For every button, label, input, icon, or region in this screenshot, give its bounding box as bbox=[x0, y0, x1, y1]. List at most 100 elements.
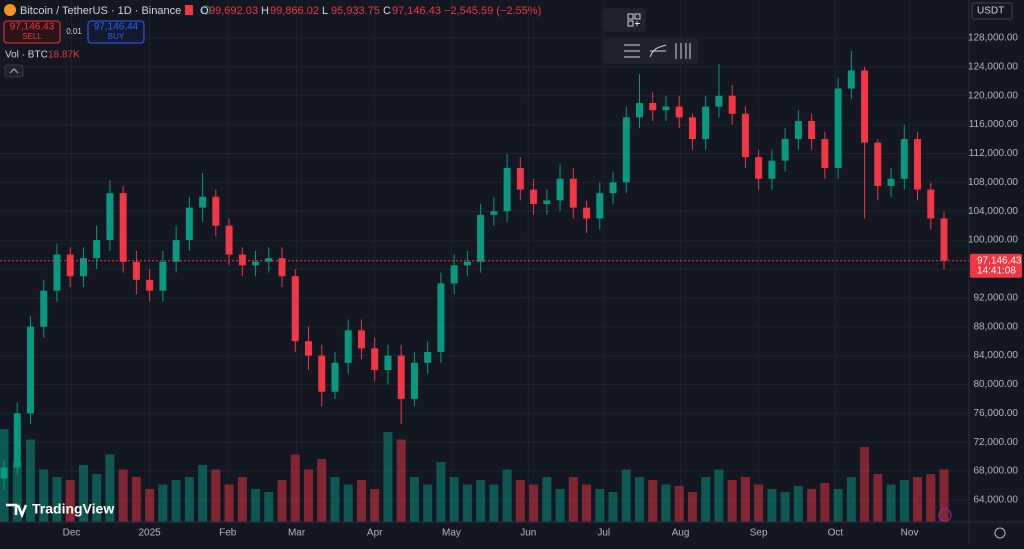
volume-bar bbox=[780, 492, 790, 522]
collapse-icon bbox=[9, 68, 19, 74]
buy-price: 97,146.44 bbox=[94, 22, 139, 33]
candle-body bbox=[212, 196, 220, 226]
buy-button[interactable] bbox=[87, 20, 145, 44]
y-tick-label: 100,000.00 bbox=[968, 235, 1018, 246]
ohlc-legend: O 99,692.03 H 99,866.02 L 95,933.75 C 97,146.43… bbox=[200, 5, 541, 17]
candle-body bbox=[728, 95, 736, 114]
volume-bar bbox=[370, 489, 380, 522]
candle-body bbox=[450, 265, 458, 284]
candle-body bbox=[821, 139, 829, 168]
candle-body bbox=[132, 261, 140, 280]
volume-bar bbox=[740, 477, 750, 522]
volume-bar bbox=[727, 480, 737, 522]
volume-bar bbox=[542, 477, 552, 522]
volume-bar bbox=[648, 480, 658, 522]
candle-body bbox=[609, 182, 617, 194]
volume-bar bbox=[555, 489, 565, 522]
volume-bar bbox=[873, 474, 883, 522]
volume-bar bbox=[330, 477, 340, 522]
legend-key: O bbox=[200, 5, 209, 17]
candle-body bbox=[649, 102, 657, 111]
volume-bar bbox=[476, 480, 486, 522]
candle-body bbox=[847, 70, 855, 89]
last-price-label: 97,146.43 bbox=[977, 255, 1022, 266]
candle-body bbox=[66, 254, 74, 277]
candle-body bbox=[238, 254, 246, 266]
volume-bar bbox=[462, 484, 472, 522]
y-tick-label: 76,000.00 bbox=[974, 408, 1019, 419]
legend-key: C bbox=[383, 5, 391, 17]
toolbar-layout[interactable] bbox=[604, 8, 646, 32]
volume-bar bbox=[436, 462, 446, 522]
layout-icon bbox=[627, 13, 641, 27]
spread: 0.01 bbox=[66, 27, 82, 36]
y-tick-label: 124,000.00 bbox=[968, 61, 1018, 72]
volume-bar bbox=[621, 469, 631, 522]
x-tick-label: Dec bbox=[63, 528, 81, 539]
volume-bar bbox=[886, 484, 896, 522]
y-tick-label: 64,000.00 bbox=[974, 495, 1019, 506]
y-tick-label: 84,000.00 bbox=[974, 350, 1019, 361]
candle-body bbox=[530, 189, 538, 205]
x-tick-label: Sep bbox=[750, 528, 768, 539]
currency: USDT bbox=[977, 6, 1004, 17]
candle-body bbox=[914, 139, 922, 190]
volume-bar bbox=[595, 489, 605, 522]
flag bbox=[185, 5, 193, 15]
candle-body bbox=[371, 348, 379, 371]
candle-body bbox=[543, 200, 551, 205]
brand-logo bbox=[6, 503, 28, 519]
last-price-box bbox=[970, 253, 1022, 278]
candle-body bbox=[397, 355, 405, 399]
collapse-button[interactable] bbox=[4, 64, 24, 78]
settings-icon[interactable] bbox=[994, 527, 1006, 539]
volume-label: Vol · BTC bbox=[5, 50, 48, 61]
volume-bar bbox=[158, 484, 168, 522]
candle-body bbox=[635, 102, 643, 118]
candle-body bbox=[0, 467, 8, 479]
candle-body bbox=[675, 106, 683, 118]
y-tick-label: 120,000.00 bbox=[968, 90, 1018, 101]
volume-bar bbox=[12, 462, 22, 522]
volume-bar bbox=[198, 465, 208, 522]
alert-icon[interactable] bbox=[938, 508, 952, 522]
candle-body bbox=[291, 276, 299, 342]
candle-body bbox=[887, 178, 895, 186]
volume-bar bbox=[211, 469, 221, 522]
coin-icon bbox=[4, 4, 16, 16]
volume-bar bbox=[317, 459, 327, 522]
countdown: 14:41:08 bbox=[977, 265, 1016, 276]
volume-bar bbox=[754, 484, 764, 522]
volume-bar bbox=[264, 492, 274, 522]
candle-body bbox=[410, 362, 418, 399]
volume-bar bbox=[926, 474, 936, 522]
candle-body bbox=[463, 261, 471, 266]
volume-bar bbox=[568, 477, 578, 522]
candle-body bbox=[516, 167, 524, 190]
volume-bar bbox=[793, 486, 803, 522]
volume-bar bbox=[687, 492, 697, 522]
x-tick-label: Aug bbox=[672, 528, 690, 539]
candle-body bbox=[688, 117, 696, 140]
buy-label: BUY bbox=[108, 32, 125, 41]
candle-body bbox=[384, 355, 392, 371]
sell-price: 97,146.43 bbox=[10, 22, 55, 33]
volume-bar bbox=[224, 484, 234, 522]
candle-body bbox=[622, 117, 630, 183]
candle-body bbox=[26, 326, 34, 414]
candle-body bbox=[781, 139, 789, 161]
volume-bar bbox=[290, 454, 300, 522]
x-tick-label: Nov bbox=[901, 528, 919, 539]
drawing-icons bbox=[624, 43, 691, 59]
status-dot bbox=[201, 5, 211, 15]
x-tick-label: Oct bbox=[828, 528, 844, 539]
candle-body bbox=[53, 254, 61, 291]
volume-pane bbox=[0, 429, 949, 522]
candle-body bbox=[119, 193, 127, 262]
sell-button[interactable] bbox=[3, 20, 61, 44]
currency-box[interactable] bbox=[971, 2, 1013, 20]
y-tick-label: 116,000.00 bbox=[969, 119, 1019, 130]
volume-bar bbox=[78, 465, 88, 522]
x-tick-label: Apr bbox=[367, 528, 383, 539]
volume-bar bbox=[939, 469, 949, 522]
